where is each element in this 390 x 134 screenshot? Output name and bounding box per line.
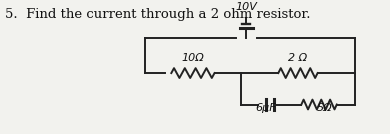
Text: 5Ω: 5Ω bbox=[317, 103, 333, 113]
Text: 5.  Find the current through a 2 ohm resistor.: 5. Find the current through a 2 ohm resi… bbox=[5, 8, 310, 21]
Text: 10Ω: 10Ω bbox=[181, 53, 204, 63]
Text: 10V: 10V bbox=[236, 2, 257, 12]
Text: 6μF: 6μF bbox=[256, 103, 277, 113]
Text: 2 Ω: 2 Ω bbox=[288, 53, 308, 63]
